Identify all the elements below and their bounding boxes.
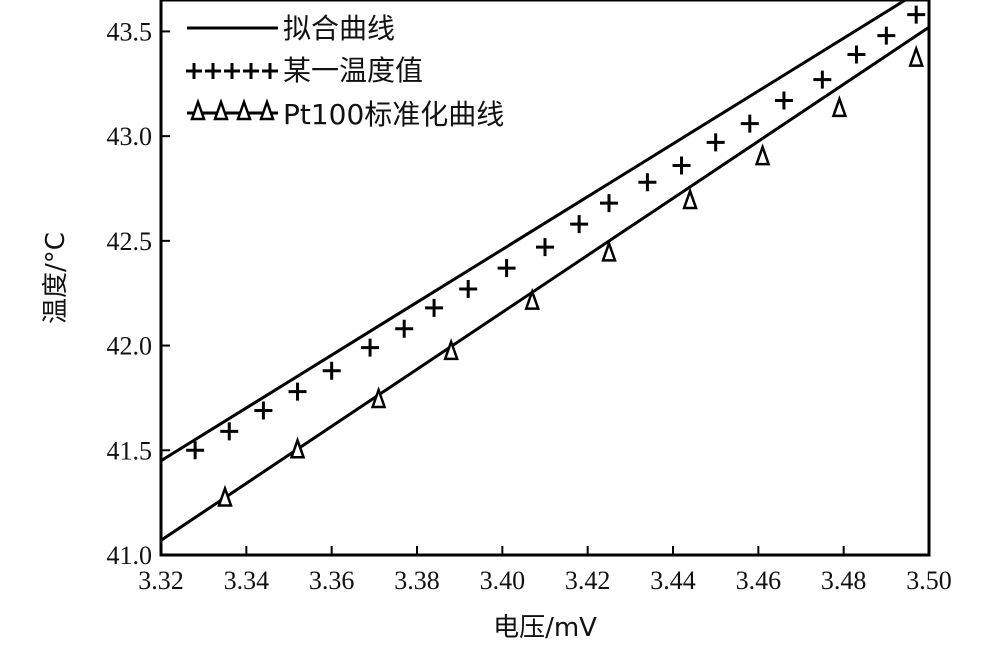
legend-triangle-marker: [236, 98, 252, 121]
x-tick-label: 3.34: [224, 566, 270, 595]
temperature-plus-marker: [570, 215, 589, 234]
legend-label-pt100-curve: Pt100标准化曲线: [283, 98, 504, 131]
legend-plus-marker: [243, 63, 259, 79]
temperature-plus-marker: [254, 401, 273, 420]
pt100-triangle-marker: [443, 338, 459, 361]
legend-plus-marker: [205, 63, 221, 79]
temperature-plus-marker: [813, 70, 832, 89]
legend-entry-temperature-values: 某一温度值: [186, 54, 423, 87]
temperature-plus-marker: [459, 280, 478, 299]
series-fit-line: [161, 0, 909, 463]
y-axis-label: 温度/°C: [41, 232, 71, 324]
temperature-plus-marker: [288, 382, 307, 401]
plot-frame: [159, 0, 931, 557]
temperature-plus-marker: [600, 194, 618, 213]
temperature-plus-marker: [361, 338, 380, 357]
legend-plus-marker: [186, 63, 202, 79]
x-tick-label: 3.40: [480, 566, 526, 595]
temperature-plus-marker: [907, 5, 926, 24]
x-tick-label: 3.36: [309, 566, 355, 595]
pt100-triangle-marker: [289, 436, 306, 459]
temperature-plus-marker: [638, 173, 657, 192]
x-tick-label: 3.48: [821, 566, 867, 595]
pt100-triangle-marker: [754, 143, 771, 166]
y-tick-label: 43.0: [107, 122, 153, 151]
legend: 拟合曲线 某一温度值 Pt100标准化曲线: [186, 12, 504, 131]
series-pt100-line: [161, 25, 929, 542]
temperature-plus-marker: [322, 361, 341, 380]
legend-label-temperature-values: 某一温度值: [283, 54, 423, 87]
y-tick-label: 41.5: [107, 436, 153, 465]
temperature-plus-marker: [220, 422, 239, 441]
legend-plus-marker: [262, 63, 278, 79]
temperature-plus-marker: [847, 45, 866, 64]
temperature-plus-marker: [740, 114, 759, 133]
legend-triangle-marker: [259, 98, 275, 121]
pt100-triangle-marker: [524, 287, 540, 310]
temperature-plus-marker: [395, 319, 414, 338]
x-tick-label: 3.44: [650, 566, 696, 595]
x-axis-ticks: 3.32 3.34 3.36 3.38 3.40 3.42 3.44 3.46 3.48 3.50: [138, 546, 952, 595]
temperature-plus-marker: [186, 441, 205, 460]
legend-plus-marker: [224, 63, 240, 79]
temperature-plus-marker: [877, 26, 896, 45]
y-axis-ticks: 41.0 41.5 42.0 42.5 43.0 43.5: [107, 17, 170, 570]
pt100-triangle-marker: [682, 187, 698, 210]
temperature-plus-marker: [672, 156, 691, 175]
x-tick-label: 3.38: [394, 566, 440, 595]
pt100-triangle-marker: [908, 44, 924, 67]
x-tick-label: 3.42: [565, 566, 611, 595]
legend-entry-pt100-curve: Pt100标准化曲线: [187, 98, 504, 131]
legend-triangle-marker: [190, 98, 206, 121]
temperature-plus-marker: [536, 238, 554, 257]
y-tick-label: 41.0: [107, 541, 153, 570]
legend-entry-fit-line: 拟合曲线: [187, 12, 395, 45]
x-tick-label: 3.32: [138, 566, 184, 595]
x-tick-label: 3.46: [736, 566, 782, 595]
pt100-triangle-marker: [601, 239, 617, 262]
temperature-plus-marker: [706, 133, 725, 152]
temperature-plus-marker: [774, 91, 793, 110]
pt100-triangle-marker: [831, 95, 848, 118]
y-tick-label: 42.0: [107, 332, 153, 361]
temperature-plus-marker: [425, 298, 444, 317]
x-axis-label: 电压/mV: [493, 613, 597, 643]
y-tick-label: 43.5: [107, 17, 153, 46]
series-layer: [161, 0, 929, 542]
legend-triangle-marker: [213, 98, 229, 121]
pt100-triangle-marker: [370, 386, 387, 409]
y-tick-label: 42.5: [107, 227, 153, 256]
temperature-plus-marker: [497, 259, 516, 278]
legend-label-fit-line: 拟合曲线: [283, 12, 395, 45]
x-tick-label: 3.50: [906, 566, 952, 595]
pt100-triangle-marker: [217, 484, 233, 507]
